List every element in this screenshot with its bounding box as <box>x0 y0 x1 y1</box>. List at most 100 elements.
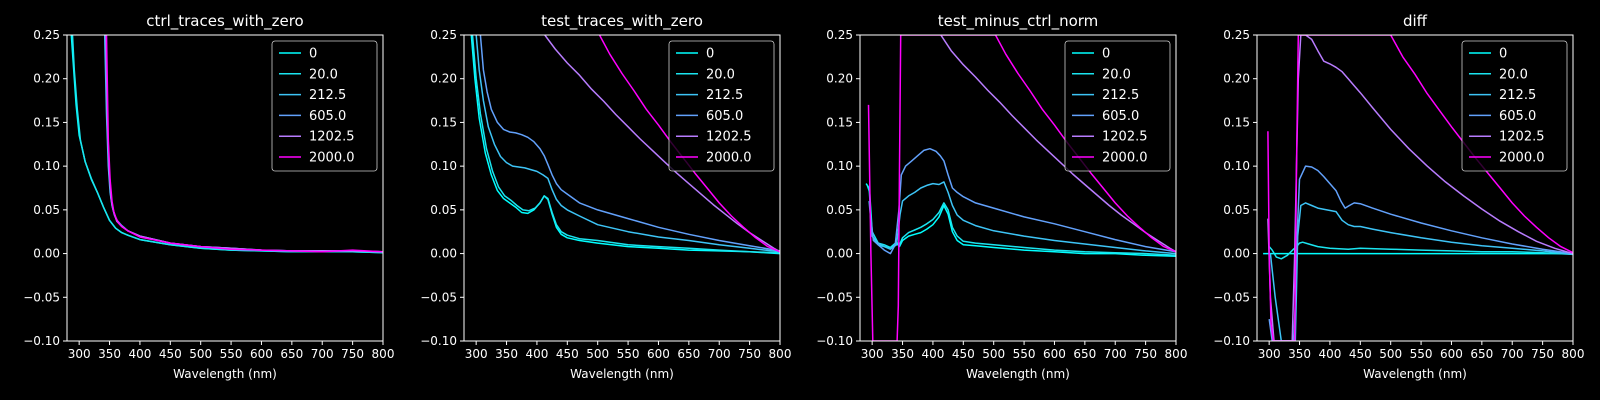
y-tick-label: 0.10 <box>33 159 60 173</box>
series-line-4 <box>479 35 780 252</box>
x-tick-label: 600 <box>1440 347 1463 361</box>
chart-title: ctrl_traces_with_zero <box>146 12 303 31</box>
legend: 0 20.0 212.5 605.0 1202.5 2000.0 <box>1461 40 1568 172</box>
series-group <box>470 35 780 255</box>
y-tick-label: 0.15 <box>33 115 60 129</box>
legend-label: 20.0 <box>1102 67 1131 82</box>
y-tick-label: −0.10 <box>816 334 853 348</box>
y-tick-label: 0.00 <box>1223 247 1250 261</box>
legend: 0 20.0 212.5 605.0 1202.5 2000.0 <box>1064 40 1171 172</box>
series-line-2 <box>1268 241 1573 260</box>
x-tick-label: 650 <box>1470 347 1493 361</box>
x-tick-label: 350 <box>495 347 518 361</box>
y-tick-label: 0.05 <box>826 203 853 217</box>
y-tick-label: 0.00 <box>33 247 60 261</box>
axes-frame <box>66 34 384 342</box>
legend-label: 212.5 <box>309 88 346 103</box>
y-tick-label: 0.10 <box>1223 159 1250 173</box>
y-tick-label: 0.20 <box>826 72 853 86</box>
y-tick-label: 0.00 <box>826 247 853 261</box>
legend-label: 2000.0 <box>1102 151 1148 166</box>
x-axis-label: Wavelength (nm) <box>570 367 674 381</box>
y-tick-label: 0.20 <box>1223 72 1250 86</box>
series-group <box>70 35 383 254</box>
series-line-4 <box>869 147 1176 255</box>
y-tick-label: 0.10 <box>826 159 853 173</box>
x-tick-label: 350 <box>1288 347 1311 361</box>
x-tick-label: 650 <box>1073 347 1096 361</box>
legend-label: 212.5 <box>706 88 743 103</box>
legend-label: 2000.0 <box>1499 151 1545 166</box>
legend-label: 605.0 <box>1102 109 1139 124</box>
x-axis-label: Wavelength (nm) <box>173 367 277 381</box>
x-tick-label: 350 <box>98 347 121 361</box>
x-tick-label: 300 <box>861 347 884 361</box>
x-tick-label: 700 <box>311 347 334 361</box>
panel-1: 300 350 400 450 500 550 600 650 700 750 800 0.25 0.2… <box>23 12 394 381</box>
legend-label: 20.0 <box>706 67 735 82</box>
y-tick-label: −0.10 <box>1213 334 1250 348</box>
x-tick-label: 300 <box>1258 347 1281 361</box>
y-tick-label: −0.10 <box>420 334 457 348</box>
x-tick-label: 800 <box>769 347 792 361</box>
series-line-3 <box>868 181 1176 255</box>
x-tick-label: 750 <box>1531 347 1554 361</box>
legend-label: 212.5 <box>1102 88 1139 103</box>
x-tick-label: 450 <box>1349 347 1372 361</box>
legend-label: 1202.5 <box>1499 130 1545 145</box>
y-tick-label: 0.10 <box>430 159 457 173</box>
series-line-4 <box>1268 165 1573 341</box>
x-tick-label: 300 <box>465 347 488 361</box>
x-tick-label: 750 <box>1134 347 1157 361</box>
y-tick-label: −0.05 <box>23 290 60 304</box>
x-tick-label: 750 <box>738 347 761 361</box>
x-tick-label: 800 <box>1562 347 1585 361</box>
x-axis-label: Wavelength (nm) <box>966 367 1070 381</box>
legend-label: 0 <box>309 47 317 62</box>
y-tick-label: 0.05 <box>430 203 457 217</box>
series-line-2 <box>71 35 383 254</box>
legend: 0 20.0 212.5 605.0 1202.5 2000.0 <box>271 40 378 172</box>
legend-label: 605.0 <box>706 109 743 124</box>
legend-label: 1202.5 <box>1102 130 1148 145</box>
series-line-3 <box>475 35 780 253</box>
panel-2: 300 350 400 450 500 550 600 650 700 750 800 0.25 0.2… <box>420 12 791 381</box>
x-tick-label: 500 <box>982 347 1005 361</box>
x-tick-label: 550 <box>617 347 640 361</box>
x-tick-label: 350 <box>891 347 914 361</box>
axes-frame <box>463 34 781 342</box>
x-tick-label: 500 <box>189 347 212 361</box>
chart-title: diff <box>1403 12 1428 30</box>
x-tick-label: 450 <box>556 347 579 361</box>
axes-frame <box>1256 34 1574 342</box>
x-tick-label: 750 <box>341 347 364 361</box>
legend-label: 0 <box>1499 47 1507 62</box>
y-tick-label: 0.25 <box>33 28 60 42</box>
x-tick-label: 300 <box>68 347 91 361</box>
x-tick-label: 450 <box>952 347 975 361</box>
x-tick-label: 800 <box>372 347 395 361</box>
legend-label: 0 <box>1102 47 1110 62</box>
panel-3: 300 350 400 450 500 550 600 650 700 750 800 0.25 0.2… <box>816 12 1187 381</box>
series-line-2 <box>866 185 1176 257</box>
y-tick-label: 0.00 <box>430 247 457 261</box>
y-tick-label: 0.25 <box>826 28 853 42</box>
series-line-6 <box>105 35 383 253</box>
series-group <box>865 35 1176 341</box>
series-line-5 <box>1267 35 1573 341</box>
legend: 0 20.0 212.5 605.0 1202.5 2000.0 <box>668 40 775 172</box>
axes-frame <box>859 34 1177 342</box>
series-group <box>1263 35 1573 341</box>
x-tick-label: 550 <box>220 347 243 361</box>
y-tick-label: 0.15 <box>826 115 853 129</box>
x-tick-label: 450 <box>159 347 182 361</box>
x-tick-label: 400 <box>921 347 944 361</box>
x-tick-label: 400 <box>128 347 151 361</box>
legend-label: 0 <box>706 47 714 62</box>
panel-4: 300 350 400 450 500 550 600 650 700 750 800 0.25 0.2… <box>1213 12 1584 381</box>
y-tick-label: −0.05 <box>816 290 853 304</box>
legend-label: 1202.5 <box>309 130 355 145</box>
y-tick-label: 0.05 <box>33 203 60 217</box>
